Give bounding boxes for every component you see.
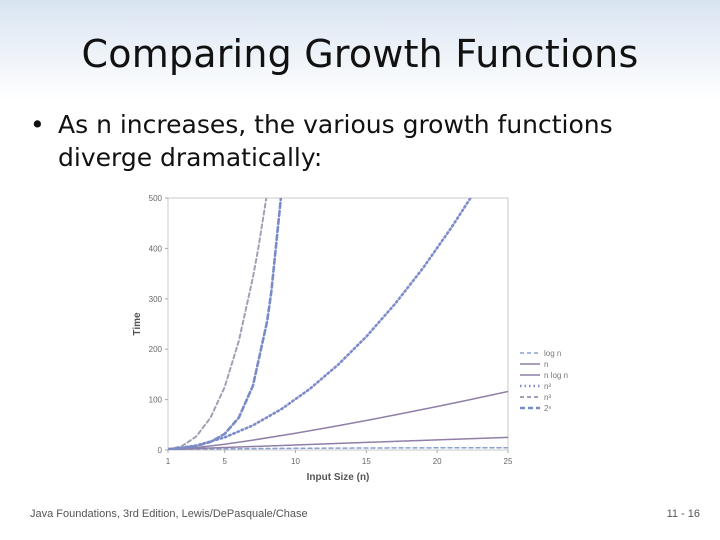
bullet-point: • As n increases, the various growth fun… (30, 108, 690, 174)
slide-number: 11 - 16 (666, 508, 700, 520)
legend-label-2: n log n (544, 371, 568, 380)
y-tick-label: 400 (149, 244, 163, 253)
legend-label-4: n³ (544, 393, 551, 402)
x-tick-label: 15 (362, 457, 371, 466)
x-tick-label: 10 (291, 457, 300, 466)
legend-label-0: log n (544, 349, 561, 358)
y-tick-label: 200 (149, 345, 163, 354)
slide-title: Comparing Growth Functions (81, 32, 639, 76)
y-tick-label: 500 (149, 194, 163, 203)
title-background (0, 0, 720, 100)
bullet-icon: • (30, 110, 45, 139)
x-tick-label: 25 (504, 457, 513, 466)
legend-label-3: n² (544, 382, 551, 391)
series-line-5 (168, 198, 283, 450)
y-axis-title: Time (132, 312, 143, 336)
x-tick-label: 1 (166, 457, 171, 466)
legend-label-1: n (544, 360, 548, 369)
plot-frame (167, 197, 509, 451)
x-tick-label: 5 (222, 457, 227, 466)
y-tick-label: 0 (158, 446, 163, 455)
bullet-text: As n increases, the various growth funct… (58, 110, 613, 172)
legend-label-5: 2ⁿ (544, 404, 551, 413)
x-axis-title: Input Size (n) (307, 472, 370, 483)
series-line-0 (168, 446, 508, 450)
y-tick-label: 300 (149, 295, 163, 304)
x-tick-label: 20 (433, 457, 442, 466)
series-line-2 (168, 390, 508, 450)
series-line-4 (168, 198, 268, 450)
series-line-1 (168, 436, 508, 450)
y-tick-label: 100 (149, 396, 163, 405)
footer-citation: Java Foundations, 3rd Edition, Lewis/DeP… (30, 508, 308, 520)
series-line-3 (168, 198, 473, 450)
